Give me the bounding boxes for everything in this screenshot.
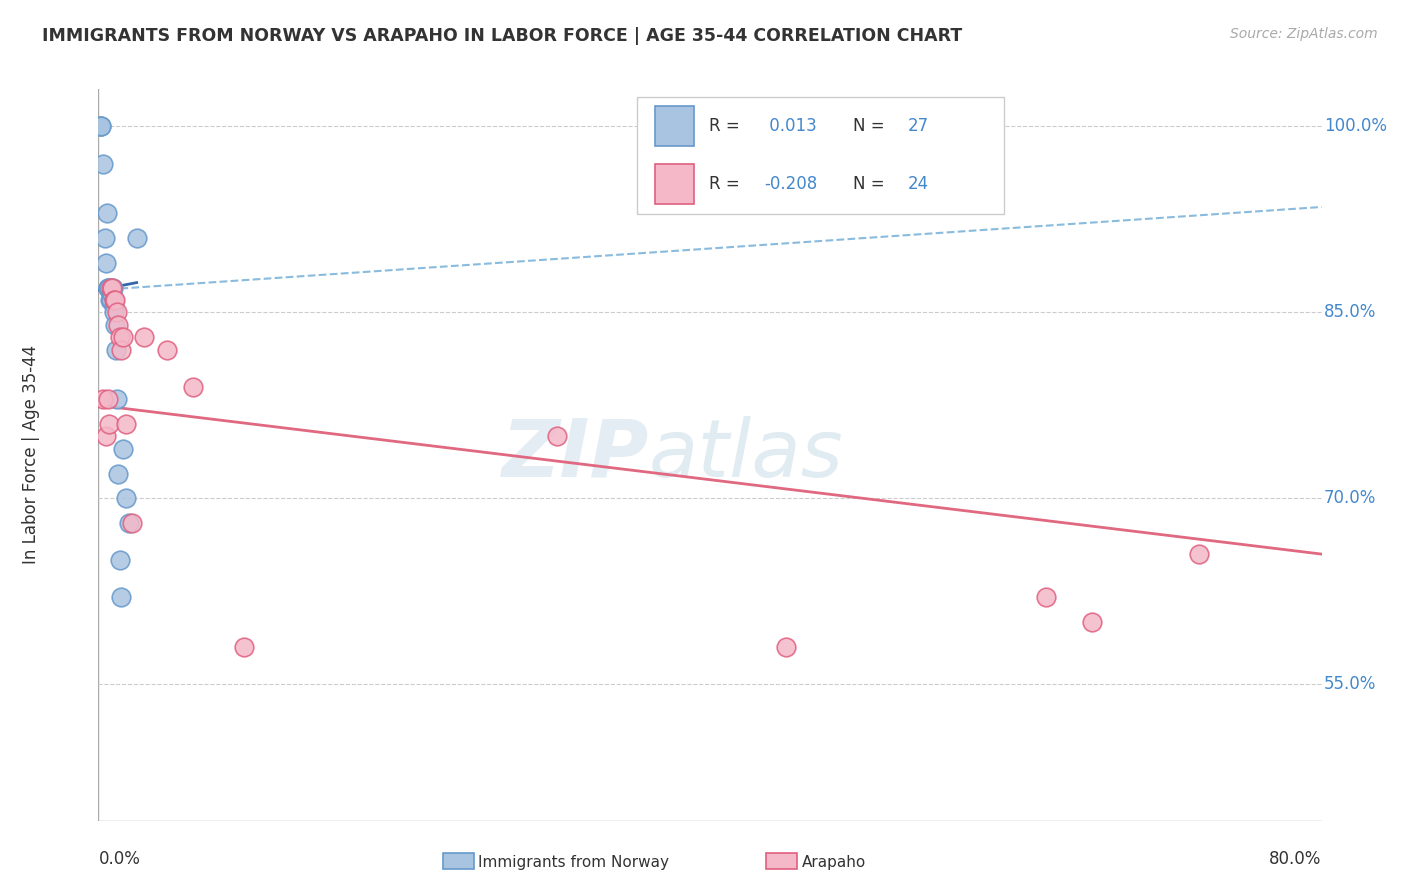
Point xyxy=(101,280,124,294)
Text: 85.0%: 85.0% xyxy=(1324,303,1376,321)
Text: -0.208: -0.208 xyxy=(763,176,817,194)
Point xyxy=(110,343,132,357)
Point xyxy=(97,280,120,294)
Point xyxy=(1081,615,1104,630)
Point xyxy=(121,516,143,530)
Point xyxy=(97,392,120,406)
Point xyxy=(107,318,129,332)
Point xyxy=(98,280,121,294)
Text: 55.0%: 55.0% xyxy=(1324,675,1376,693)
Point xyxy=(91,156,114,170)
FancyBboxPatch shape xyxy=(637,96,1004,213)
Point xyxy=(105,343,128,357)
Point xyxy=(94,429,117,443)
Point xyxy=(232,640,254,654)
Point xyxy=(156,343,179,357)
Point xyxy=(103,305,125,319)
Point xyxy=(111,442,134,456)
Point xyxy=(110,591,132,605)
Point xyxy=(105,305,128,319)
Text: N =: N = xyxy=(853,117,890,135)
Text: 80.0%: 80.0% xyxy=(1270,850,1322,868)
Point xyxy=(1188,547,1211,561)
Text: 0.0%: 0.0% xyxy=(98,850,141,868)
Point xyxy=(94,256,117,270)
Point xyxy=(181,380,204,394)
Text: ZIP: ZIP xyxy=(502,416,648,494)
Point xyxy=(546,429,568,443)
Point xyxy=(108,330,131,344)
Text: 70.0%: 70.0% xyxy=(1324,490,1376,508)
Point xyxy=(1035,591,1057,605)
Point xyxy=(98,417,121,431)
Point xyxy=(90,120,112,134)
Text: atlas: atlas xyxy=(648,416,844,494)
Text: Source: ZipAtlas.com: Source: ZipAtlas.com xyxy=(1230,27,1378,41)
Point xyxy=(97,280,120,294)
Point xyxy=(100,280,122,294)
Point xyxy=(93,231,115,245)
Text: 27: 27 xyxy=(908,117,929,135)
Point xyxy=(111,330,134,344)
Point xyxy=(108,553,131,567)
Bar xyxy=(655,105,695,146)
Point xyxy=(134,330,156,344)
Text: IMMIGRANTS FROM NORWAY VS ARAPAHO IN LABOR FORCE | AGE 35-44 CORRELATION CHART: IMMIGRANTS FROM NORWAY VS ARAPAHO IN LAB… xyxy=(42,27,963,45)
Point xyxy=(96,206,118,220)
Point xyxy=(125,231,148,245)
Point xyxy=(91,392,114,406)
Point xyxy=(90,120,112,134)
Point xyxy=(100,293,122,307)
Point xyxy=(107,467,129,481)
Text: 24: 24 xyxy=(908,176,929,194)
Text: 0.013: 0.013 xyxy=(763,117,817,135)
Point xyxy=(775,640,797,654)
Point xyxy=(101,280,124,294)
Point xyxy=(98,293,121,307)
Point xyxy=(115,491,138,506)
Point xyxy=(115,417,138,431)
Text: R =: R = xyxy=(709,117,745,135)
Point xyxy=(103,293,125,307)
Point xyxy=(104,293,127,307)
Text: Immigrants from Norway: Immigrants from Norway xyxy=(478,855,669,870)
Point xyxy=(101,286,124,301)
Text: Arapaho: Arapaho xyxy=(801,855,866,870)
Point xyxy=(100,286,122,301)
Point xyxy=(103,299,125,313)
Text: 100.0%: 100.0% xyxy=(1324,118,1388,136)
Point xyxy=(104,318,127,332)
Point xyxy=(89,120,111,134)
Text: In Labor Force | Age 35-44: In Labor Force | Age 35-44 xyxy=(22,345,41,565)
Bar xyxy=(655,164,695,204)
Point xyxy=(118,516,141,530)
Text: N =: N = xyxy=(853,176,890,194)
Text: R =: R = xyxy=(709,176,745,194)
Point xyxy=(105,392,128,406)
